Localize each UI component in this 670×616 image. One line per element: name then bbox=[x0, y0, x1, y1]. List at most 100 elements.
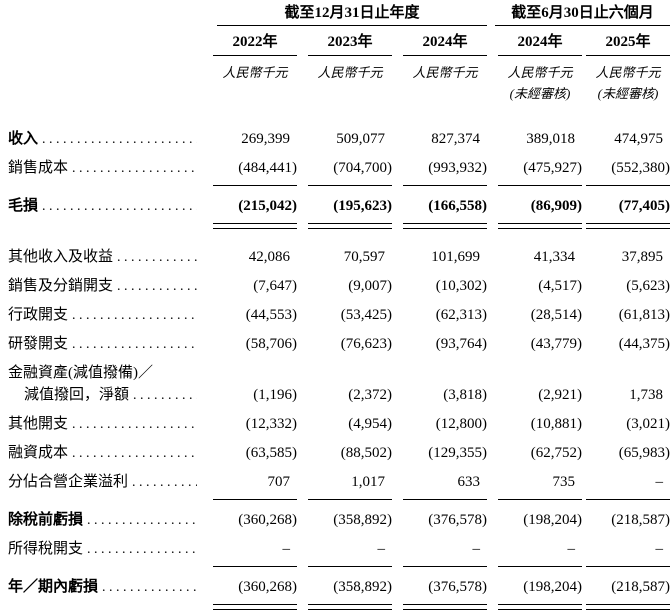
table-row: 年／期內虧損(360,268)(358,892)(376,578)(198,20… bbox=[0, 574, 670, 616]
table-cell: (10,881) bbox=[487, 416, 582, 433]
column-currency-unit: 人民幣千元 bbox=[582, 64, 670, 82]
cell-value: (358,892) bbox=[333, 512, 392, 528]
table-cell: (993,932) bbox=[392, 160, 487, 177]
cell-value: (166,558) bbox=[428, 198, 487, 214]
cell-value: (198,204) bbox=[523, 579, 582, 595]
table-cell: (475,927) bbox=[487, 160, 582, 177]
table-cell: 633 bbox=[392, 474, 487, 491]
dot-leader bbox=[117, 249, 197, 266]
row-label: 研發開支 bbox=[0, 336, 205, 353]
cell-value: (44,553) bbox=[246, 307, 297, 323]
double-underline-rule bbox=[403, 223, 487, 229]
table-cell: 735 bbox=[487, 474, 582, 491]
underline-rule bbox=[586, 499, 670, 500]
financial-table-body: 收入269,399509,077827,374389,018474,975銷售成… bbox=[0, 126, 670, 616]
dot-leader bbox=[132, 474, 197, 491]
row-label: 年／期內虧損 bbox=[0, 579, 205, 596]
cell-value: (28,514) bbox=[531, 307, 582, 323]
table-cell: (360,268) bbox=[205, 579, 297, 596]
table-cell: 1,017 bbox=[297, 474, 392, 491]
double-underline-rule bbox=[403, 604, 487, 610]
table-row: 行政開支(44,553)(53,425)(62,313)(28,514)(61,… bbox=[0, 302, 670, 331]
dot-leader bbox=[72, 336, 197, 353]
table-row: 除稅前虧損(360,268)(358,892)(376,578)(198,204… bbox=[0, 507, 670, 536]
underline-rule bbox=[586, 185, 670, 186]
column-unaudited-note bbox=[297, 85, 392, 103]
table-cell: 41,334 bbox=[487, 249, 582, 266]
cell-value: (195,623) bbox=[333, 198, 392, 214]
column-unaudited-note: (未經審核) bbox=[487, 85, 582, 103]
cell-value: (4,954) bbox=[348, 416, 392, 432]
table-cell: (63,585) bbox=[205, 445, 297, 462]
table-cell: 509,077 bbox=[297, 131, 392, 148]
cell-value: (77,405) bbox=[619, 198, 670, 214]
cell-value: (3,021) bbox=[626, 416, 670, 432]
cell-value: (218,587) bbox=[611, 512, 670, 528]
cell-value: 37,895 bbox=[622, 249, 670, 265]
cell-value: (218,587) bbox=[611, 579, 670, 595]
double-underline-rule bbox=[213, 604, 297, 610]
underline-rule bbox=[498, 566, 582, 567]
table-row: 融資成本(63,585)(88,502)(129,355)(62,752)(65… bbox=[0, 440, 670, 469]
column-year-header: 2022年 bbox=[205, 33, 297, 56]
cell-value: (552,380) bbox=[611, 160, 670, 176]
table-cell: (5,623) bbox=[582, 278, 670, 295]
table-cell: (3,021) bbox=[582, 416, 670, 433]
table-cell: – bbox=[582, 474, 670, 491]
table-row: 研發開支(58,706)(76,623)(93,764)(43,779)(44,… bbox=[0, 331, 670, 360]
cell-value: 509,077 bbox=[336, 131, 392, 147]
cell-value: (76,623) bbox=[341, 336, 392, 352]
cell-value: (2,372) bbox=[348, 387, 392, 403]
cell-value: (2,921) bbox=[538, 387, 582, 403]
cell-value: (7,647) bbox=[253, 278, 297, 294]
table-cell: (218,587) bbox=[582, 579, 670, 596]
double-underline-rule bbox=[586, 223, 670, 229]
column-year-header: 2024年 bbox=[487, 33, 582, 56]
period-group-annual: 截至12月31日止年度 bbox=[217, 5, 487, 26]
period-group-annual-label: 截至12月31日止年度 bbox=[217, 5, 487, 22]
cell-value: (993,932) bbox=[428, 160, 487, 176]
table-cell: (1,196) bbox=[205, 387, 297, 404]
row-label: 其他收入及收益 bbox=[0, 249, 205, 266]
cell-value: (704,700) bbox=[333, 160, 392, 176]
cell-value: (44,375) bbox=[619, 336, 670, 352]
row-label: 其他開支 bbox=[0, 416, 205, 433]
cell-value: (5,623) bbox=[626, 278, 670, 294]
cell-value: 389,018 bbox=[526, 131, 582, 147]
double-underline-rule bbox=[586, 604, 670, 610]
table-cell: (10,302) bbox=[392, 278, 487, 295]
dot-leader bbox=[87, 541, 197, 558]
table-row: 銷售及分銷開支(7,647)(9,007)(10,302)(4,517)(5,6… bbox=[0, 273, 670, 302]
cell-value: (12,332) bbox=[246, 416, 297, 432]
cell-value: 1,017 bbox=[351, 474, 392, 490]
underline-rule bbox=[308, 499, 392, 500]
cell-value: (86,909) bbox=[531, 198, 582, 214]
row-label: 除稅前虧損 bbox=[0, 512, 205, 529]
table-cell: (2,372) bbox=[297, 387, 392, 404]
cell-value: (358,892) bbox=[333, 579, 392, 595]
column-currency-unit: 人民幣千元 bbox=[205, 64, 297, 82]
cell-value: 1,738 bbox=[629, 387, 670, 403]
unaudited-note-row: (未經審核)(未經審核) bbox=[0, 85, 670, 103]
cell-value: (93,764) bbox=[436, 336, 487, 352]
table-cell: (166,558) bbox=[392, 198, 487, 215]
table-row: 所得稅開支––––– bbox=[0, 536, 670, 574]
table-cell: 37,895 bbox=[582, 249, 670, 266]
row-label: 減值撥回，淨額 bbox=[0, 387, 205, 404]
table-cell: (484,441) bbox=[205, 160, 297, 177]
table-cell: (43,779) bbox=[487, 336, 582, 353]
cell-value: (198,204) bbox=[523, 512, 582, 528]
double-underline-rule bbox=[308, 223, 392, 229]
period-group-row: 截至12月31日止年度 截至6月30日止六個月 bbox=[0, 5, 670, 26]
table-cell: (2,921) bbox=[487, 387, 582, 404]
cell-value: – bbox=[656, 474, 670, 490]
cell-value: (215,042) bbox=[238, 198, 297, 214]
dot-leader bbox=[72, 160, 197, 177]
row-label: 所得稅開支 bbox=[0, 541, 205, 558]
underline-rule bbox=[586, 566, 670, 567]
double-underline-rule bbox=[213, 223, 297, 229]
cell-value: 269,399 bbox=[241, 131, 297, 147]
cell-value: (129,355) bbox=[428, 445, 487, 461]
